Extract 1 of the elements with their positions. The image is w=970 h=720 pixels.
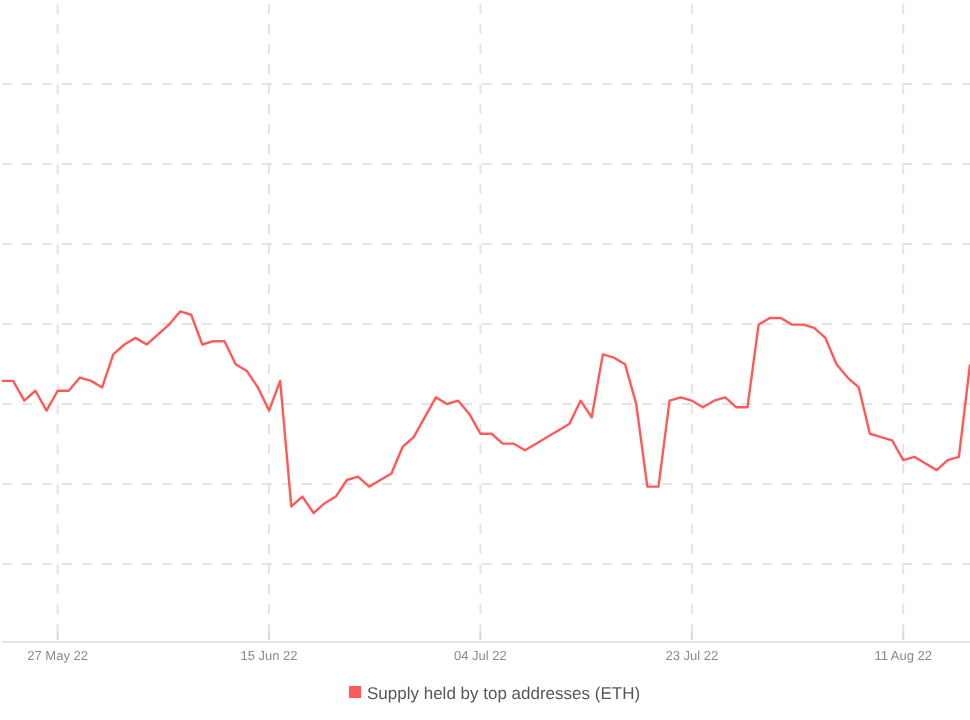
legend-label: Supply held by top addresses (ETH): [367, 683, 641, 703]
